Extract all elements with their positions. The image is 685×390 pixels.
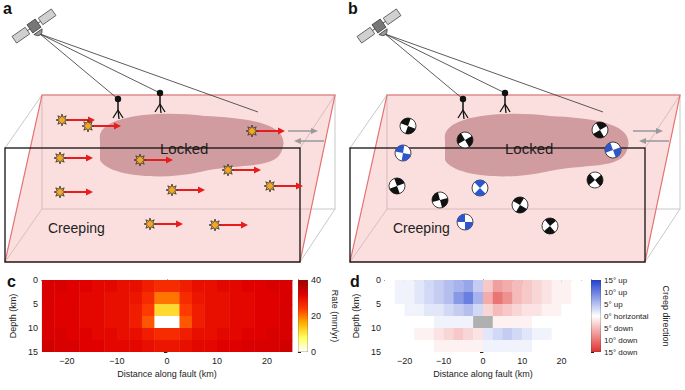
svg-text:0: 0 bbox=[164, 356, 169, 366]
svg-text:15° up: 15° up bbox=[604, 276, 628, 285]
svg-text:20: 20 bbox=[311, 311, 321, 321]
svg-text:d: d bbox=[350, 273, 360, 290]
svg-text:10: 10 bbox=[28, 323, 38, 333]
svg-text:5: 5 bbox=[376, 299, 381, 309]
svg-text:10: 10 bbox=[212, 356, 222, 366]
svg-text:20: 20 bbox=[556, 356, 566, 366]
svg-text:10° down: 10° down bbox=[604, 336, 637, 345]
svg-text:Locked: Locked bbox=[505, 140, 554, 157]
svg-text:Depth (km): Depth (km) bbox=[351, 294, 361, 339]
svg-text:5: 5 bbox=[33, 299, 38, 309]
svg-text:0: 0 bbox=[480, 356, 485, 366]
svg-text:Rate (mm/yr): Rate (mm/yr) bbox=[330, 290, 340, 343]
svg-text:Distance along fault (km): Distance along fault (km) bbox=[117, 369, 217, 379]
svg-text:Creeping: Creeping bbox=[393, 220, 450, 236]
svg-text:Distance along fault (km): Distance along fault (km) bbox=[433, 369, 533, 379]
svg-text:−20: −20 bbox=[397, 356, 412, 366]
svg-text:5° down: 5° down bbox=[604, 324, 633, 333]
svg-text:−10: −10 bbox=[436, 356, 451, 366]
svg-text:10° up: 10° up bbox=[604, 288, 628, 297]
svg-text:5° up: 5° up bbox=[604, 300, 623, 309]
svg-text:0: 0 bbox=[311, 347, 316, 357]
svg-text:−10: −10 bbox=[109, 356, 124, 366]
svg-text:b: b bbox=[348, 0, 358, 17]
svg-text:10: 10 bbox=[517, 356, 527, 366]
svg-text:Creep direction: Creep direction bbox=[661, 285, 671, 346]
svg-text:40: 40 bbox=[311, 275, 321, 285]
svg-text:0: 0 bbox=[33, 275, 38, 285]
svg-text:15: 15 bbox=[371, 347, 381, 357]
svg-text:20: 20 bbox=[262, 356, 272, 366]
svg-text:15° down: 15° down bbox=[604, 348, 637, 357]
svg-text:a: a bbox=[3, 0, 12, 17]
svg-text:Creeping: Creeping bbox=[48, 220, 105, 236]
svg-text:Depth (km): Depth (km) bbox=[8, 294, 18, 339]
svg-text:0: 0 bbox=[376, 275, 381, 285]
svg-text:10: 10 bbox=[371, 323, 381, 333]
svg-text:15: 15 bbox=[28, 347, 38, 357]
svg-text:0° horizontal: 0° horizontal bbox=[604, 312, 649, 321]
svg-text:c: c bbox=[7, 273, 16, 290]
svg-text:−20: −20 bbox=[59, 356, 74, 366]
svg-text:Locked: Locked bbox=[160, 140, 209, 157]
